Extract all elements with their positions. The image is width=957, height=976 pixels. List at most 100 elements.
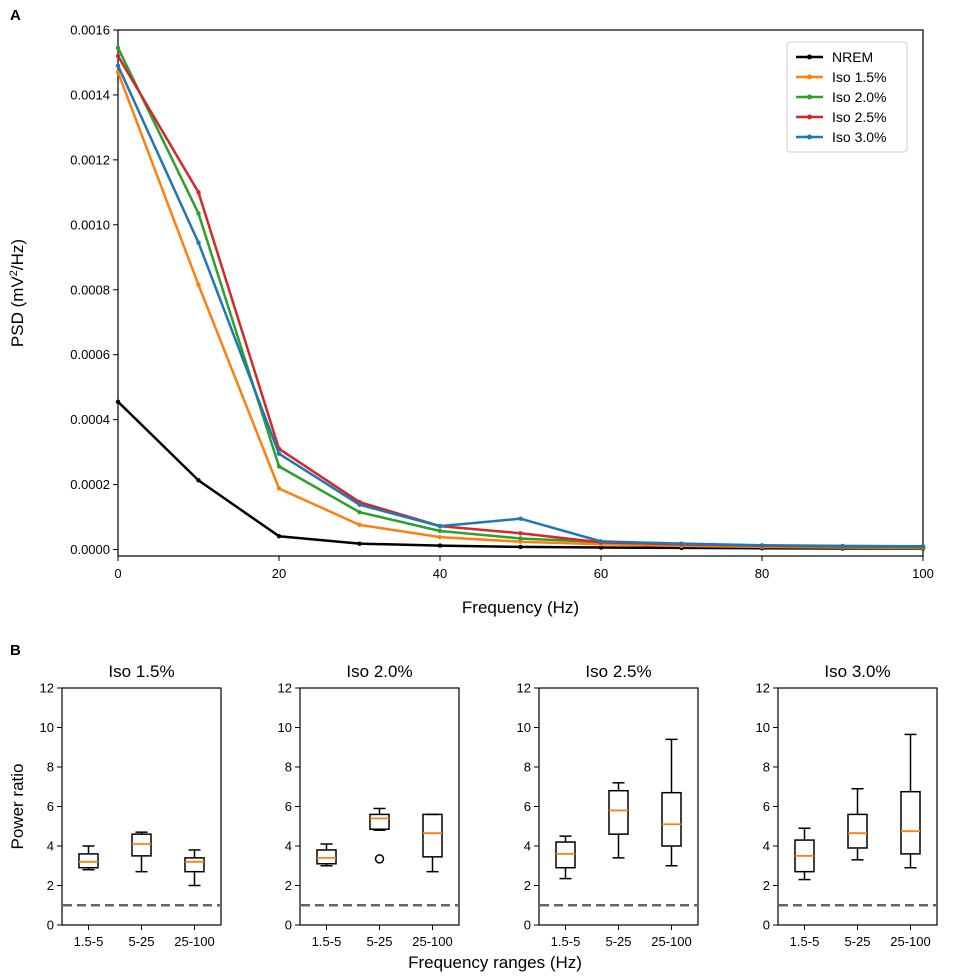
y-tick-label: 12	[756, 681, 770, 696]
x-tick-label: 25-100	[174, 934, 214, 949]
series-point-iso-2-5	[518, 531, 523, 536]
box-iqr	[316, 849, 337, 865]
subplot-2: Iso 2.0% 0 2 4 6 8 10 12 1.5-5 5-25 25-100	[278, 662, 460, 949]
x-tick-label: 1.5-5	[790, 934, 820, 949]
series-point-iso-3-0	[920, 544, 926, 549]
legend-label: Iso 2.0%	[832, 89, 886, 105]
series-point-iso-2-0	[276, 464, 282, 469]
y-tick-label: 0.0000	[70, 542, 110, 557]
x-tick-label: 5-25	[366, 934, 392, 949]
legend-marker	[807, 94, 812, 100]
y-tick-label: 4	[285, 839, 292, 854]
box-iqr	[847, 813, 868, 849]
subplot-title: Iso 2.5%	[585, 662, 651, 681]
y-axis-label: Power ratio	[8, 764, 27, 850]
series-point-iso-3-0	[679, 541, 684, 546]
box-iqr	[555, 841, 576, 869]
panel-a-line-chart: 0.0000 0.0002 0.0004 0.0006 0.0008 0.0010 0.00…	[8, 23, 934, 618]
y-tick-label: 10	[40, 720, 54, 735]
series-point-iso-2-0	[357, 509, 362, 515]
series-point-iso-1-5	[276, 486, 282, 491]
y-tick-label: 0.0006	[70, 347, 110, 362]
series-point-iso-1-5	[518, 539, 523, 544]
x-tick-label: 25-100	[890, 934, 930, 949]
y-tick-label: 0	[763, 918, 770, 933]
legend-label: Iso 1.5%	[832, 69, 886, 85]
y-tick-label: 10	[278, 720, 292, 735]
series-point-iso-3-0	[598, 539, 604, 544]
legend-label: Iso 3.0%	[832, 129, 886, 145]
series-point-iso-2-5	[115, 53, 121, 59]
subplot-title: Iso 3.0%	[824, 662, 890, 681]
x-axis-label: Frequency ranges (Hz)	[408, 953, 582, 972]
series-point-iso-1-5	[437, 534, 443, 540]
y-tick-label: 0.0004	[70, 412, 110, 427]
y-tick-label: 2	[285, 878, 292, 893]
legend-box	[786, 41, 908, 153]
legend-marker	[807, 134, 812, 140]
series-point-nrem	[437, 543, 443, 548]
series-point-iso-1-5	[196, 282, 201, 288]
series-point-iso-3-0	[115, 63, 121, 68]
series-point-iso-3-0	[518, 516, 523, 521]
subplot-title: Iso 1.5%	[108, 662, 174, 681]
y-axis-label: PSD (mV2/Hz)	[8, 239, 27, 347]
series-point-iso-2-0	[518, 536, 523, 541]
y-tick-label: 6	[47, 799, 54, 814]
y-tick-label: 8	[285, 760, 292, 775]
x-tick-label: 100	[912, 566, 934, 581]
subplot-1: Iso 1.5% 0 2 4 6 8 10 12 1.5-5 5-25 25-100	[40, 662, 222, 949]
box-iqr	[131, 833, 152, 857]
legend-marker	[807, 54, 812, 60]
panel-b-label: B	[10, 642, 21, 659]
legend-label: NREM	[832, 49, 873, 65]
subplot-frame	[299, 687, 460, 926]
series-point-iso-3-0	[840, 543, 845, 549]
series-point-iso-2-5	[196, 190, 201, 195]
plot-frame	[117, 29, 924, 557]
y-tick-label: 0.0002	[70, 477, 110, 492]
series-point-nrem	[357, 541, 362, 546]
box-iqr	[422, 813, 443, 858]
series-point-nrem	[276, 533, 282, 539]
subplot-4: Iso 3.0% 0 2 4 6 8 10 12 1.5-5 5-25 25-100	[756, 662, 938, 949]
y-tick-label: 0.0014	[70, 87, 110, 102]
x-tick-label: 20	[272, 566, 286, 581]
x-tick-label: 0	[114, 566, 121, 581]
box-iqr	[369, 813, 390, 830]
y-tick-label: 6	[763, 799, 770, 814]
y-tick-label: 0	[524, 918, 531, 933]
y-tick-label: 6	[524, 799, 531, 814]
panel-a-label: A	[10, 7, 21, 24]
x-tick-label: 60	[594, 566, 608, 581]
series-point-iso-1-5	[357, 522, 362, 528]
legend-marker	[807, 114, 812, 120]
y-tick-label: 0.0012	[70, 152, 110, 167]
y-tick-label: 8	[763, 760, 770, 775]
y-tick-label: 12	[517, 681, 531, 696]
x-tick-label: 5-25	[128, 934, 154, 949]
series-point-iso-3-0	[759, 543, 765, 548]
box-iqr	[608, 789, 629, 835]
y-tick-label: 2	[47, 878, 54, 893]
y-tick-label: 0	[47, 918, 54, 933]
box-outlier	[374, 854, 385, 864]
y-tick-label: 0	[285, 918, 292, 933]
y-tick-label: 8	[524, 760, 531, 775]
subplot-3: Iso 2.5% 0 2 4 6 8 10 12 1.5-5 5-25 25-100	[517, 662, 699, 949]
series-point-iso-3-0	[437, 523, 443, 529]
series-point-iso-2-0	[196, 211, 201, 216]
subplot-frame	[61, 687, 222, 926]
y-tick-label: 10	[517, 720, 531, 735]
y-tick-label: 8	[47, 760, 54, 775]
y-tick-label: 4	[763, 839, 770, 854]
y-tick-label: 4	[47, 839, 54, 854]
x-tick-label: 5-25	[844, 934, 870, 949]
box-iqr	[184, 857, 205, 873]
x-tick-label: 25-100	[412, 934, 452, 949]
series-point-iso-3-0	[276, 451, 282, 456]
y-tick-label: 2	[763, 878, 770, 893]
series-point-nrem	[518, 544, 523, 550]
